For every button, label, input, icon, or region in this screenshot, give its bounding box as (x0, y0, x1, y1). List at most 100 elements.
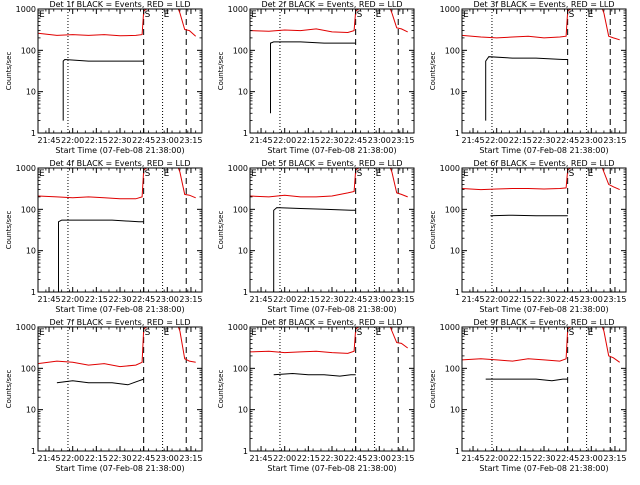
panel-title: Det 8f BLACK = Events, RED = LLD (261, 318, 402, 327)
marker-label: E (164, 328, 170, 338)
x-tick-label: 22:45 (344, 295, 367, 304)
plot-frame (37, 8, 203, 134)
x-axis-label: Start Time (07-Feb-08 21:38:00) (267, 305, 396, 314)
y-axis-label: Counts/sec (5, 52, 13, 91)
x-tick-label: 21:45 (462, 136, 485, 145)
series-line-events (485, 56, 568, 121)
plot-frame (461, 8, 627, 134)
y-tick-label: 1 (243, 447, 248, 456)
x-tick-label: 21:45 (250, 295, 273, 304)
y-tick-label: 10 (450, 247, 460, 256)
x-tick-label: 23:00 (580, 295, 603, 304)
x-tick-label: 23:00 (368, 454, 391, 463)
x-tick-label: 23:00 (368, 136, 391, 145)
marker-label: E (588, 10, 594, 20)
series-line-lld (249, 167, 408, 198)
y-tick-label: 1000 (16, 5, 36, 14)
y-tick-label: 10 (238, 247, 248, 256)
series-line-events (273, 372, 356, 377)
y-tick-label: 10 (26, 247, 36, 256)
y-tick-label: 100 (233, 205, 248, 214)
x-tick-label: 23:15 (391, 136, 414, 145)
x-tick-label: 22:15 (85, 136, 108, 145)
marker-label: S (145, 328, 151, 338)
x-tick-label: 22:45 (344, 454, 367, 463)
y-axis-label: Counts/sec (217, 52, 225, 91)
series-line-lld (461, 326, 620, 363)
x-tick-label: 21:45 (462, 454, 485, 463)
panel-title: Det 6f BLACK = Events, RED = LLD (473, 159, 614, 168)
marker-label: E (588, 328, 594, 338)
marker-label: E (251, 169, 257, 179)
y-tick-label: 1 (31, 447, 36, 456)
x-tick-label: 22:45 (344, 136, 367, 145)
plot-frame (249, 8, 415, 134)
x-tick-label: 22:30 (532, 454, 555, 463)
y-axis-label: Counts/sec (429, 211, 437, 250)
y-tick-label: 1000 (228, 5, 248, 14)
marker-label: E (164, 169, 170, 179)
x-axis-label: Start Time (07-Feb-08 21:38:00) (267, 464, 396, 473)
y-tick-label: 100 (21, 46, 36, 55)
y-tick-label: 1000 (440, 5, 460, 14)
y-tick-label: 100 (233, 46, 248, 55)
plot-frame (461, 167, 627, 293)
x-tick-label: 22:00 (61, 295, 84, 304)
marker-label: S (357, 169, 363, 179)
x-tick-label: 23:15 (603, 136, 626, 145)
x-tick-label: 23:15 (603, 295, 626, 304)
x-tick-label: 22:45 (556, 136, 579, 145)
x-tick-label: 22:00 (273, 295, 296, 304)
y-axis-label: Counts/sec (217, 370, 225, 409)
series-line-lld (37, 167, 196, 200)
x-tick-label: 22:00 (273, 136, 296, 145)
y-tick-label: 1000 (16, 323, 36, 332)
x-tick-label: 21:45 (462, 295, 485, 304)
x-tick-label: 22:15 (509, 136, 532, 145)
marker-label: S (357, 328, 363, 338)
y-tick-label: 1000 (440, 323, 460, 332)
panel-title: Det 3f BLACK = Events, RED = LLD (473, 0, 614, 9)
marker-label: S (145, 10, 151, 20)
y-tick-label: 1000 (228, 164, 248, 173)
x-tick-label: 22:00 (273, 454, 296, 463)
x-tick-label: 21:45 (250, 454, 273, 463)
x-axis-label: Start Time (07-Feb-08 21:38:00) (479, 146, 608, 155)
y-axis-label: Counts/sec (429, 370, 437, 409)
plot-frame (37, 326, 203, 452)
plot-frame (37, 167, 203, 293)
marker-label: S (569, 328, 575, 338)
x-tick-label: 22:15 (85, 295, 108, 304)
x-tick-label: 23:15 (179, 136, 202, 145)
series-line-events (270, 41, 356, 114)
x-axis-label: Start Time (07-Feb-08 21:38:00) (55, 464, 184, 473)
x-axis-label: Start Time (07-Feb-08 21:38:00) (479, 464, 608, 473)
series-line-events (485, 378, 568, 382)
x-tick-label: 23:00 (580, 136, 603, 145)
y-tick-label: 100 (445, 46, 460, 55)
x-tick-label: 22:45 (132, 454, 155, 463)
x-tick-label: 22:15 (297, 136, 320, 145)
x-tick-label: 22:45 (132, 136, 155, 145)
x-tick-label: 22:15 (85, 454, 108, 463)
y-tick-label: 1000 (16, 164, 36, 173)
x-tick-label: 22:00 (61, 136, 84, 145)
x-tick-label: 23:00 (156, 136, 179, 145)
series-line-events (62, 58, 144, 121)
series-line-events (58, 219, 144, 292)
x-tick-label: 23:15 (391, 295, 414, 304)
x-tick-label: 22:00 (485, 295, 508, 304)
x-tick-label: 22:30 (320, 136, 343, 145)
y-axis-label: Counts/sec (5, 211, 13, 250)
panel-title: Det 9f BLACK = Events, RED = LLD (473, 318, 614, 327)
x-tick-label: 21:45 (38, 295, 61, 304)
